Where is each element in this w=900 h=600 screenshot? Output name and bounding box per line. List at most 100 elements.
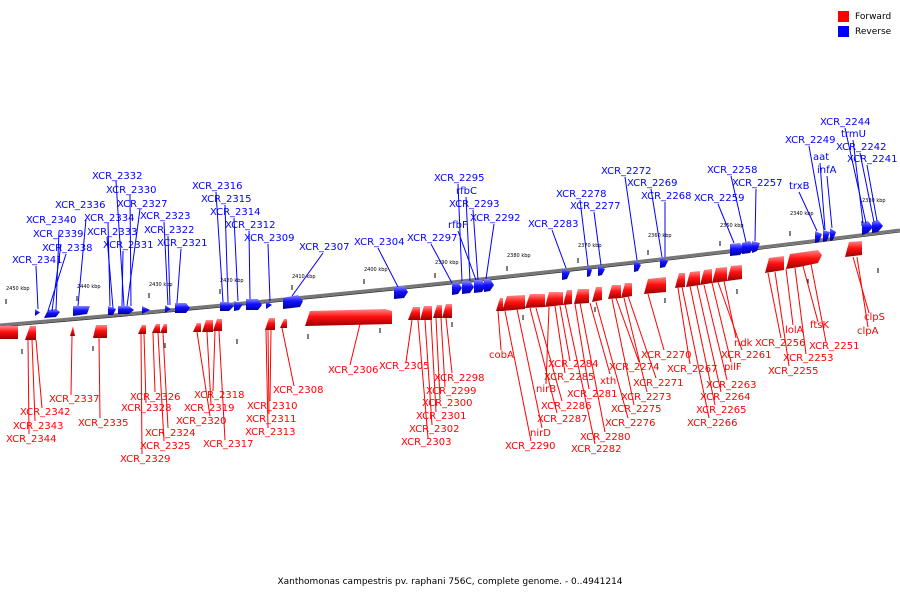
reverse-gene-arrow[interactable] (175, 303, 190, 313)
forward-gene-arrow[interactable] (280, 319, 287, 328)
reverse-gene-arrow[interactable] (872, 220, 883, 233)
gene-label[interactable]: XCR_2327 (117, 199, 168, 210)
gene-label[interactable]: XCR_2284 (548, 359, 599, 370)
gene-label[interactable]: nirB (536, 384, 556, 395)
forward-gene-arrow[interactable] (765, 256, 784, 273)
gene-label[interactable]: XCR_2333 (87, 227, 138, 238)
gene-label[interactable]: XCR_2337 (49, 394, 100, 405)
reverse-gene-arrow[interactable] (108, 306, 116, 315)
gene-label[interactable]: XCR_2281 (567, 389, 618, 400)
gene-label[interactable]: XCR_2256 (755, 338, 806, 349)
reverse-gene-arrow[interactable] (73, 306, 90, 316)
forward-gene-arrow[interactable] (563, 290, 572, 305)
forward-gene-arrow[interactable] (138, 325, 146, 334)
forward-gene-arrow[interactable] (502, 295, 525, 311)
gene-label[interactable]: XCR_2290 (505, 441, 556, 452)
reverse-gene-arrow[interactable] (742, 241, 754, 254)
gene-label[interactable]: XCR_2315 (201, 194, 252, 205)
reverse-gene-arrow[interactable] (823, 230, 830, 242)
gene-label[interactable]: XCR_2261 (721, 350, 772, 361)
gene-label[interactable]: XCR_2258 (707, 165, 758, 176)
gene-label[interactable]: XCR_2286 (541, 401, 592, 412)
gene-label[interactable]: XCR_2241 (847, 154, 898, 165)
reverse-gene-arrow[interactable] (598, 265, 605, 276)
gene-label[interactable]: rfbF (448, 220, 468, 231)
gene-label[interactable]: XCR_2332 (92, 171, 143, 182)
gene-label[interactable]: XCR_2249 (785, 135, 836, 146)
gene-label[interactable]: XCR_2310 (247, 401, 298, 412)
forward-gene-arrow[interactable] (574, 289, 589, 304)
gene-label[interactable]: pilF (724, 362, 742, 373)
forward-gene-arrow[interactable] (305, 309, 392, 326)
gene-label[interactable]: XCR_2257 (732, 178, 783, 189)
gene-label[interactable]: XCR_2269 (627, 178, 678, 189)
reverse-gene-arrow[interactable] (44, 309, 60, 318)
gene-label[interactable]: XCR_2312 (225, 220, 276, 231)
gene-label[interactable]: ftsK (810, 320, 829, 331)
gene-label[interactable]: XCR_2316 (192, 181, 243, 192)
gene-label[interactable]: XCR_2334 (84, 213, 135, 224)
forward-gene-arrow[interactable] (152, 324, 160, 333)
reverse-gene-arrow[interactable] (283, 295, 303, 309)
gene-label[interactable]: XCR_2253 (783, 353, 834, 364)
forward-gene-arrow[interactable] (644, 277, 666, 294)
gene-label[interactable]: XCR_2340 (26, 215, 77, 226)
gene-label[interactable]: XCR_2314 (210, 207, 261, 218)
forward-gene-arrow[interactable] (727, 265, 742, 281)
forward-gene-arrow[interactable] (0, 326, 18, 339)
gene-label[interactable]: xth (600, 376, 616, 387)
gene-label[interactable]: XCR_2338 (42, 243, 93, 254)
reverse-gene-arrow[interactable] (634, 260, 641, 272)
gene-label[interactable]: XCR_2285 (544, 372, 595, 383)
forward-gene-arrow[interactable] (525, 294, 545, 308)
reverse-gene-arrow[interactable] (246, 299, 262, 310)
gene-label[interactable]: aat (813, 152, 829, 163)
gene-label[interactable]: clpA (857, 326, 879, 337)
gene-label[interactable]: XCR_2273 (621, 392, 672, 403)
gene-label[interactable]: XCR_2305 (379, 361, 430, 372)
gene-label[interactable]: rfbC (456, 186, 477, 197)
reverse-gene-arrow[interactable] (862, 221, 873, 235)
gene-label[interactable]: XCR_2301 (416, 411, 467, 422)
forward-gene-arrow[interactable] (545, 292, 563, 307)
gene-label[interactable]: XCR_2309 (244, 233, 295, 244)
gene-label[interactable]: trmU (841, 129, 866, 140)
gene-label[interactable]: XCR_2342 (20, 407, 71, 418)
gene-label[interactable]: XCR_2302 (409, 424, 460, 435)
reverse-gene-arrow[interactable] (730, 243, 745, 256)
gene-label[interactable]: XCR_2283 (528, 219, 579, 230)
gene-label[interactable]: XCR_2251 (809, 341, 860, 352)
gene-label[interactable]: XCR_2308 (273, 385, 324, 396)
forward-gene-arrow[interactable] (608, 285, 621, 299)
reverse-gene-arrow[interactable] (752, 241, 760, 253)
gene-label[interactable]: XCR_2299 (426, 386, 477, 397)
gene-label[interactable]: XCR_2267 (667, 364, 718, 375)
gene-label[interactable]: XCR_2266 (687, 418, 738, 429)
gene-label[interactable]: XCR_2335 (78, 418, 129, 429)
gene-label[interactable]: XCR_2303 (401, 437, 452, 448)
forward-gene-arrow[interactable] (496, 298, 503, 311)
reverse-gene-arrow[interactable] (266, 301, 272, 309)
reverse-gene-arrow[interactable] (587, 266, 592, 277)
gene-label[interactable]: XCR_2276 (605, 418, 656, 429)
reverse-gene-arrow[interactable] (165, 305, 171, 313)
gene-label[interactable]: XCR_2255 (768, 366, 819, 377)
gene-label[interactable]: XCR_2320 (176, 416, 227, 427)
gene-label[interactable]: XCR_2263 (706, 380, 757, 391)
forward-gene-arrow[interactable] (686, 271, 700, 287)
reverse-gene-arrow[interactable] (474, 280, 486, 293)
gene-label[interactable]: XCR_2244 (820, 117, 871, 128)
reverse-gene-arrow[interactable] (394, 286, 408, 299)
gene-label[interactable]: XCR_2264 (700, 392, 751, 403)
gene-label[interactable]: XCR_2280 (580, 432, 631, 443)
gene-label[interactable]: XCR_2282 (571, 444, 622, 455)
reverse-gene-arrow[interactable] (815, 231, 822, 243)
gene-label[interactable]: XCR_2274 (609, 362, 660, 373)
gene-label[interactable]: XCR_2275 (611, 404, 662, 415)
gene-label[interactable]: nirD (530, 428, 551, 439)
forward-gene-arrow[interactable] (202, 320, 213, 332)
forward-gene-arrow[interactable] (25, 326, 36, 340)
gene-label[interactable]: XCR_2306 (328, 365, 379, 376)
gene-label[interactable]: XCR_2259 (694, 193, 745, 204)
gene-label[interactable]: XCR_2331 (103, 240, 154, 251)
